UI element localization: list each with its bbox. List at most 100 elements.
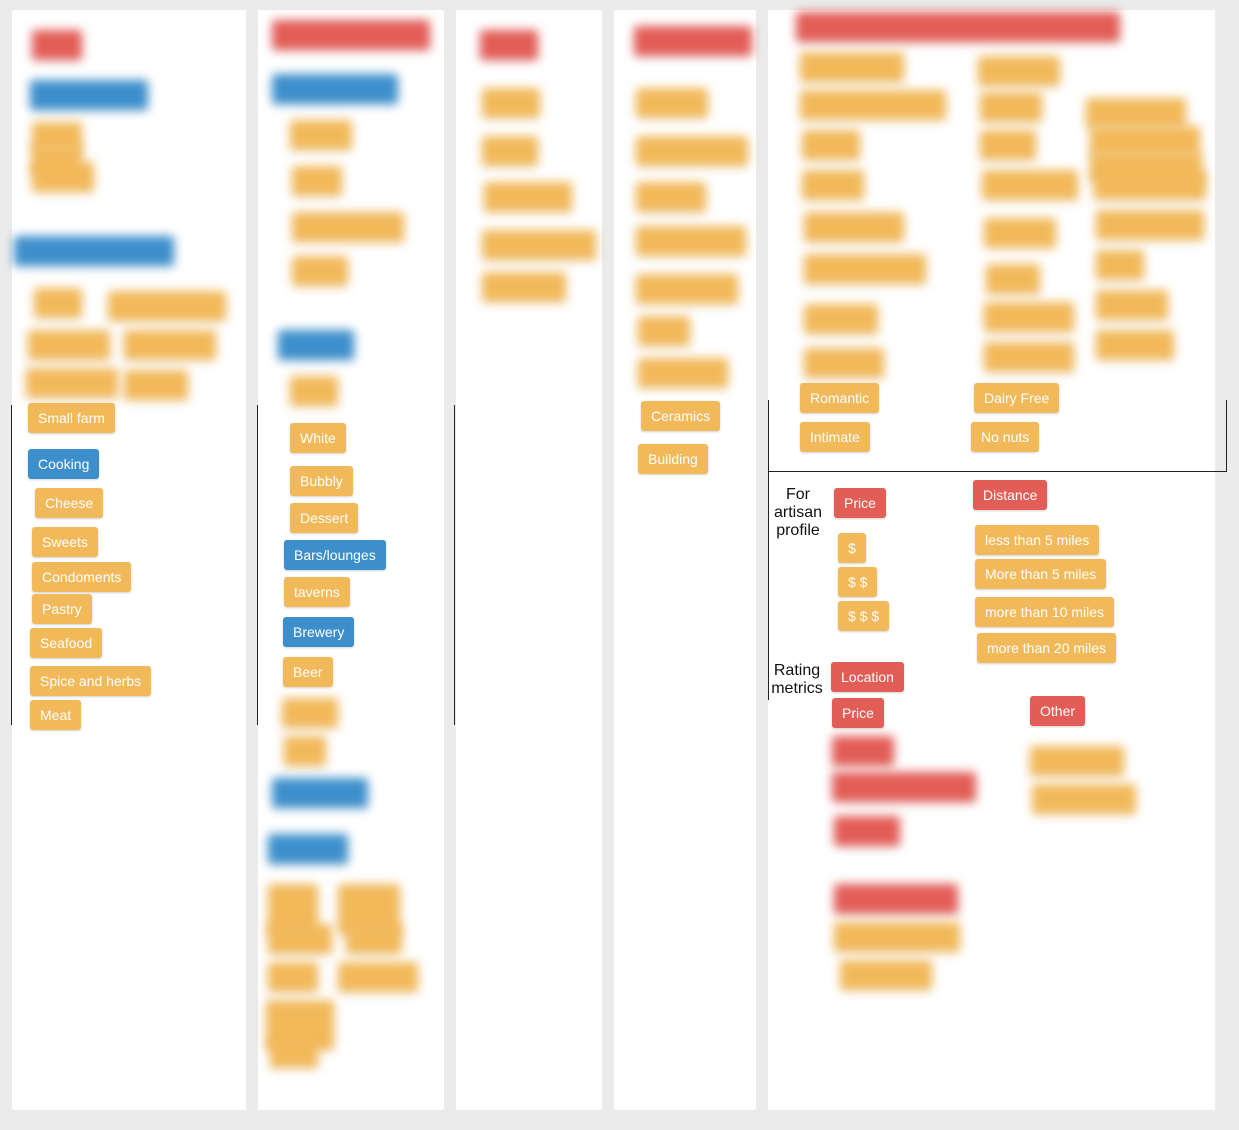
blurred-tag[interactable] (1096, 290, 1168, 320)
blurred-tag[interactable] (636, 274, 738, 304)
blurred-tag[interactable] (804, 254, 926, 284)
blurred-tag[interactable] (636, 136, 748, 166)
tag-white[interactable]: White (290, 423, 346, 453)
tag-meat[interactable]: Meat (30, 700, 82, 730)
blurred-header[interactable] (268, 834, 348, 864)
tag-more-than-20-miles[interactable]: more than 20 miles (977, 633, 1117, 663)
header-other[interactable]: Other (1030, 696, 1086, 726)
blurred-tag[interactable] (804, 348, 884, 378)
blurred-tag[interactable] (840, 960, 932, 990)
blurred-tag[interactable] (482, 272, 566, 302)
blurred-tag[interactable] (284, 736, 326, 766)
blurred-tag[interactable] (802, 130, 860, 160)
blurred-tag[interactable] (636, 182, 706, 212)
blurred-tag[interactable] (802, 170, 864, 200)
blurred-tag[interactable] (800, 90, 946, 120)
blurred-tag[interactable] (282, 698, 338, 728)
blurred-tag[interactable] (834, 884, 958, 914)
blurred-tag[interactable] (638, 316, 690, 346)
header-cooking[interactable]: Cooking (28, 449, 100, 479)
tag-cheese[interactable]: Cheese (35, 488, 104, 518)
tag-ceramics[interactable]: Ceramics (641, 401, 721, 431)
blurred-tag[interactable] (832, 772, 976, 802)
blurred-header[interactable] (272, 778, 368, 808)
tag-seafood[interactable]: Seafood (30, 628, 103, 658)
blurred-tag[interactable] (270, 1038, 318, 1068)
tag-price-1[interactable]: $ (838, 533, 866, 563)
blurred-tag[interactable] (292, 212, 404, 242)
blurred-tag[interactable] (26, 368, 118, 398)
tag-more-than-10-miles[interactable]: more than 10 miles (975, 597, 1115, 627)
blurred-tag[interactable] (1096, 250, 1144, 280)
blurred-tag[interactable] (1096, 330, 1174, 360)
blurred-header[interactable] (14, 236, 174, 266)
header-location[interactable]: Location (831, 662, 904, 692)
blurred-tag[interactable] (1090, 126, 1200, 156)
blurred-tag[interactable] (980, 130, 1036, 160)
tag-small-farm[interactable]: Small farm (28, 403, 115, 433)
tag-sweets[interactable]: Sweets (32, 527, 98, 557)
tag-condoments[interactable]: Condoments (32, 562, 132, 592)
blurred-header[interactable] (272, 74, 398, 104)
blurred-tag[interactable] (804, 212, 904, 242)
header-brewery[interactable]: Brewery (283, 617, 355, 647)
blurred-tag[interactable] (338, 962, 418, 992)
blurred-tag[interactable] (984, 342, 1074, 372)
header-price[interactable]: Price (834, 488, 886, 518)
blurred-tag[interactable] (1030, 746, 1124, 776)
blurred-tag[interactable] (482, 230, 596, 260)
blurred-tag[interactable] (28, 330, 110, 360)
tag-spice-and-herbs[interactable]: Spice and herbs (30, 666, 152, 696)
tag-pastry[interactable]: Pastry (32, 594, 92, 624)
blurred-tag[interactable] (984, 218, 1056, 248)
tag-bubbly[interactable]: Bubbly (290, 466, 353, 496)
tag-intimate[interactable]: Intimate (800, 422, 870, 452)
blurred-tag[interactable] (1032, 784, 1136, 814)
header-price-rating[interactable]: Price (832, 698, 884, 728)
blurred-tag[interactable] (638, 358, 728, 388)
blurred-tag[interactable] (290, 376, 338, 406)
blurred-tag[interactable] (32, 30, 82, 60)
blurred-tag[interactable] (268, 962, 318, 992)
blurred-tag[interactable] (804, 304, 878, 334)
blurred-tag[interactable] (834, 922, 960, 952)
blurred-tag[interactable] (290, 120, 352, 150)
tag-dessert[interactable]: Dessert (290, 503, 359, 533)
blurred-tag[interactable] (346, 924, 402, 954)
blurred-tag[interactable] (482, 88, 540, 118)
blurred-tag[interactable] (636, 88, 708, 118)
blurred-header[interactable] (30, 80, 148, 110)
blurred-tag[interactable] (34, 288, 82, 318)
blurred-tag[interactable] (292, 256, 348, 286)
blurred-tag[interactable] (32, 162, 94, 192)
tag-more-than-5-miles[interactable]: More than 5 miles (975, 559, 1107, 589)
blurred-tag[interactable] (800, 52, 904, 82)
blurred-tag[interactable] (480, 30, 538, 60)
blurred-tag[interactable] (124, 370, 188, 400)
blurred-tag[interactable] (634, 26, 752, 56)
tag-building[interactable]: Building (638, 444, 708, 474)
blurred-tag[interactable] (986, 264, 1040, 294)
blurred-tag[interactable] (268, 924, 332, 954)
tag-dairy-free[interactable]: Dairy Free (974, 383, 1060, 413)
tag-less-than-5-miles[interactable]: less than 5 miles (975, 525, 1100, 555)
blurred-tag[interactable] (1086, 98, 1186, 128)
blurred-header[interactable] (278, 330, 354, 360)
tag-price-3[interactable]: $ $ $ (838, 601, 890, 631)
blurred-tag[interactable] (292, 166, 342, 196)
blurred-tag[interactable] (796, 12, 1120, 42)
blurred-tag[interactable] (124, 330, 216, 360)
header-distance[interactable]: Distance (973, 480, 1048, 510)
tag-beer[interactable]: Beer (283, 657, 333, 687)
blurred-tag[interactable] (482, 136, 538, 166)
blurred-tag[interactable] (484, 182, 572, 212)
tag-romantic[interactable]: Romantic (800, 383, 880, 413)
blurred-tag[interactable] (108, 291, 226, 321)
tag-price-2[interactable]: $ $ (838, 567, 878, 597)
blurred-tag[interactable] (272, 20, 430, 50)
blurred-tag[interactable] (1094, 170, 1206, 200)
blurred-tag[interactable] (982, 170, 1078, 200)
blurred-tag[interactable] (978, 56, 1060, 86)
blurred-tag[interactable] (1096, 210, 1204, 240)
blurred-tag[interactable] (834, 816, 900, 846)
